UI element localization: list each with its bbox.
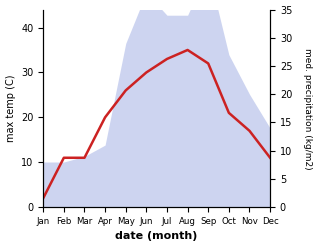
X-axis label: date (month): date (month) xyxy=(115,231,198,242)
Y-axis label: max temp (C): max temp (C) xyxy=(5,75,16,142)
Y-axis label: med. precipitation (kg/m2): med. precipitation (kg/m2) xyxy=(303,48,313,169)
